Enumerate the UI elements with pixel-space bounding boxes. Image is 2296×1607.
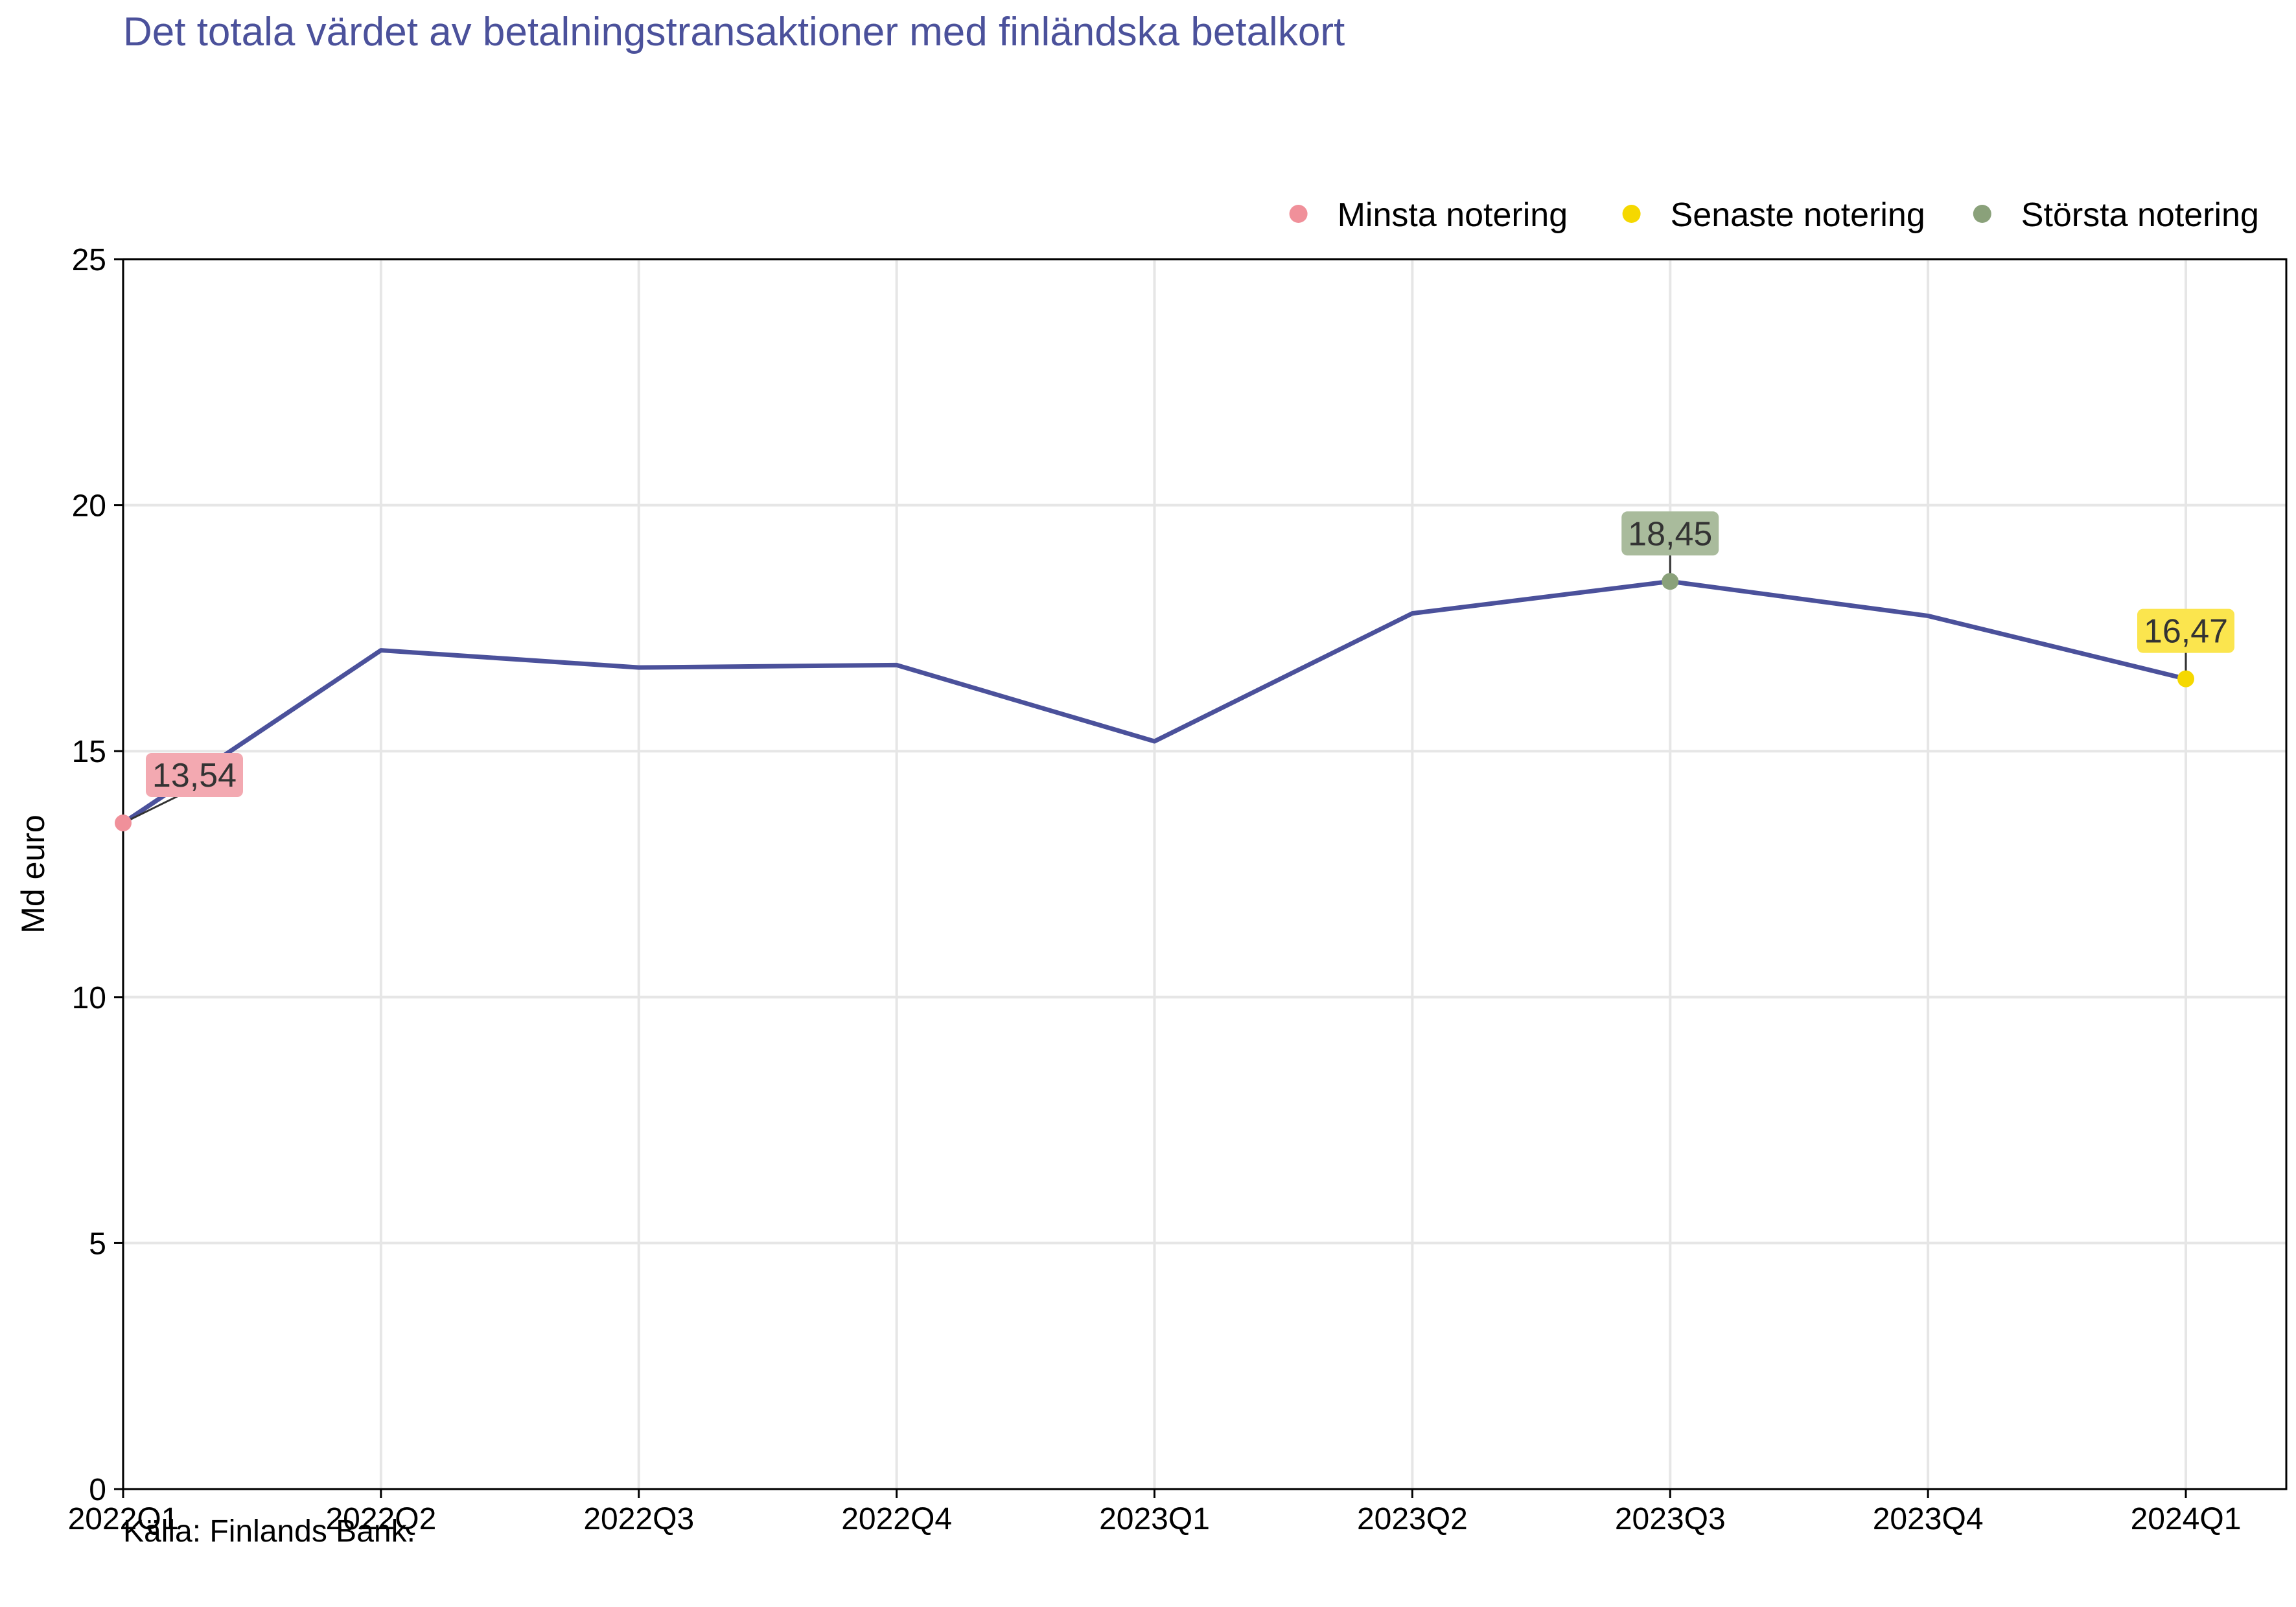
y-axis-title: Md euro (15, 815, 51, 933)
x-tick-label: 2022Q2 (325, 1502, 436, 1536)
legend-marker (1622, 205, 1641, 223)
y-tick-label: 25 (72, 243, 106, 277)
x-tick-label: 2023Q2 (1357, 1502, 1468, 1536)
latest-point (2177, 670, 2194, 688)
latest-label-box (2137, 608, 2234, 653)
legend-label: Minsta notering (1338, 196, 1568, 234)
y-tick-label: 20 (72, 489, 106, 524)
x-tick-label: 2022Q3 (583, 1502, 694, 1536)
legend-label: Senaste notering (1671, 196, 1925, 234)
latest-data-label: 16,47 (2144, 613, 2228, 651)
legend-label: Största notering (2021, 196, 2259, 234)
x-tick-label: 2023Q1 (1099, 1502, 1210, 1536)
max-point (1662, 573, 1679, 590)
min-data-label: 13,54 (152, 757, 237, 794)
y-tick-label: 0 (89, 1473, 106, 1507)
legend-marker (1289, 205, 1308, 223)
max-label-box (1621, 511, 1719, 556)
x-tick-label: 2022Q1 (68, 1502, 179, 1536)
plot-border (122, 258, 2288, 1490)
grid (122, 258, 2286, 1490)
x-tick-label: 2023Q4 (1873, 1502, 1984, 1536)
x-tick-label: 2023Q3 (1615, 1502, 1726, 1536)
min-point (115, 815, 132, 832)
series-line (122, 579, 2186, 825)
axes: 0 5 10 15 20 25 2022Q1 2022Q2 2022Q3 2022Q4 2023Q1… (68, 243, 2288, 1536)
max-data-label: 18,45 (1628, 515, 1712, 553)
y-tick-label: 10 (72, 981, 106, 1015)
legend: Minsta notering Senaste notering Största n… (1289, 196, 2259, 234)
plot-area: 13,54 18,45 16,47 (115, 511, 2234, 832)
x-tick-label: 2022Q4 (841, 1502, 952, 1536)
min-label-box (146, 753, 243, 798)
chart-title: Det totala värdet av betalningstransakti… (123, 10, 1345, 54)
y-tick-label: 5 (89, 1227, 106, 1261)
x-tick-label: 2024Q1 (2131, 1502, 2242, 1536)
y-tick-label: 15 (72, 735, 106, 769)
source-note: Källa: Finlands Bank. (123, 1514, 415, 1549)
legend-marker (1973, 205, 1991, 223)
